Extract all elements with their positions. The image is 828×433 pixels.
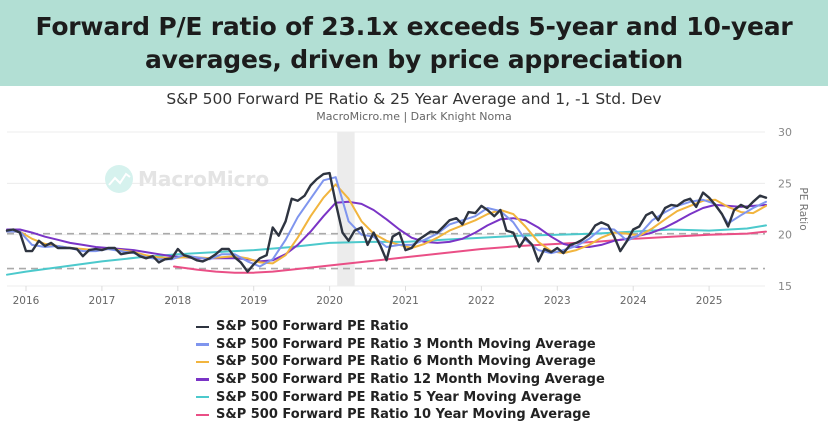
headline-title: Forward P/E ratio of 23.1x exceeds 5-yea…: [35, 12, 793, 74]
legend-item[interactable]: S&P 500 Forward PE Ratio 12 Month Moving…: [196, 371, 605, 389]
legend-item[interactable]: S&P 500 Forward PE Ratio 6 Month Moving …: [196, 353, 605, 371]
legend-item[interactable]: S&P 500 Forward PE Ratio 10 Year Moving …: [196, 406, 605, 424]
legend-label: S&P 500 Forward PE Ratio: [216, 319, 409, 335]
series-line-0: [5, 171, 768, 273]
legend-swatch: [196, 325, 209, 329]
legend-swatch: [196, 413, 209, 417]
legend-label: S&P 500 Forward PE Ratio 3 Month Moving …: [216, 336, 596, 352]
y-axis-label: PE Ratio: [797, 187, 809, 230]
legend-item[interactable]: S&P 500 Forward PE Ratio: [196, 318, 605, 336]
x-tick-label: 2021: [392, 295, 419, 307]
x-tick-label: 2025: [696, 295, 723, 307]
y-tick-label: 25: [778, 177, 792, 190]
x-tick-label: 2020: [316, 295, 343, 307]
legend-label: S&P 500 Forward PE Ratio 10 Year Moving …: [216, 407, 591, 423]
legend-item[interactable]: S&P 500 Forward PE Ratio 3 Month Moving …: [196, 336, 605, 354]
x-tick-label: 2022: [468, 295, 495, 307]
y-tick-label: 15: [778, 280, 792, 293]
x-tick-label: 2019: [240, 295, 267, 307]
chart-subtitle: MacroMicro.me | Dark Knight Noma: [316, 110, 512, 123]
x-tick-label: 2023: [544, 295, 571, 307]
legend-item[interactable]: S&P 500 Forward PE Ratio 5 Year Moving A…: [196, 388, 605, 406]
chart-legend: S&P 500 Forward PE Ratio S&P 500 Forward …: [196, 318, 605, 424]
watermark-chart-glyph: [108, 172, 131, 186]
x-tick-label: 2017: [89, 295, 116, 307]
chart-title: S&P 500 Forward PE Ratio & 25 Year Avera…: [166, 90, 662, 108]
legend-swatch: [196, 395, 209, 399]
legend-label: S&P 500 Forward PE Ratio 12 Month Moving…: [216, 372, 605, 388]
series-line-4: [6, 224, 767, 276]
watermark: MacroMicro: [105, 165, 269, 193]
series-line-5: [173, 230, 767, 274]
legend-label: S&P 500 Forward PE Ratio 5 Year Moving A…: [216, 389, 582, 405]
x-tick-label: 2024: [620, 295, 647, 307]
y-tick-label: 30: [778, 126, 792, 139]
watermark-text: MacroMicro: [138, 167, 269, 191]
x-tick-label: 2018: [164, 295, 191, 307]
legend-swatch: [196, 378, 209, 381]
legend-label: S&P 500 Forward PE Ratio 6 Month Moving …: [216, 354, 596, 370]
x-tick-label: 2016: [13, 295, 40, 307]
y-tick-label: 20: [778, 229, 792, 242]
legend-swatch: [196, 343, 209, 346]
headline-banner: Forward P/E ratio of 23.1x exceeds 5-yea…: [0, 0, 828, 86]
legend-swatch: [196, 360, 209, 364]
watermark-logo-icon: [105, 165, 133, 193]
